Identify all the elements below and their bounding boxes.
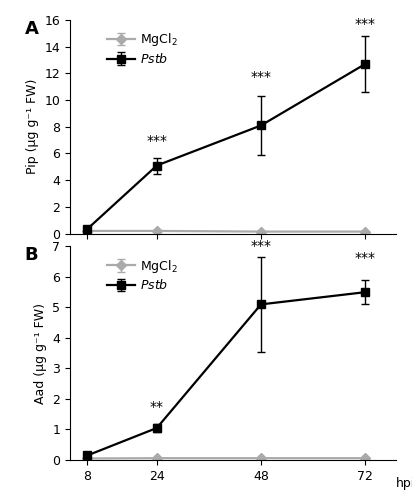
Legend: MgCl$_2$, $\mathit{Pstb}$: MgCl$_2$, $\mathit{Pstb}$ [102,252,183,298]
Legend: MgCl$_2$, $\mathit{Pstb}$: MgCl$_2$, $\mathit{Pstb}$ [102,26,183,71]
Y-axis label: Pip (μg g⁻¹ FW): Pip (μg g⁻¹ FW) [26,79,39,174]
Text: ***: *** [250,238,272,252]
Text: **: ** [150,400,164,414]
Text: B: B [24,246,38,264]
Text: ***: *** [146,134,167,148]
Y-axis label: Aad (μg g⁻¹ FW): Aad (μg g⁻¹ FW) [34,302,47,404]
Text: ***: *** [250,70,272,84]
Text: ***: *** [355,250,376,264]
Text: ***: *** [355,16,376,30]
Text: A: A [24,20,38,38]
Text: hpi: hpi [396,477,412,490]
